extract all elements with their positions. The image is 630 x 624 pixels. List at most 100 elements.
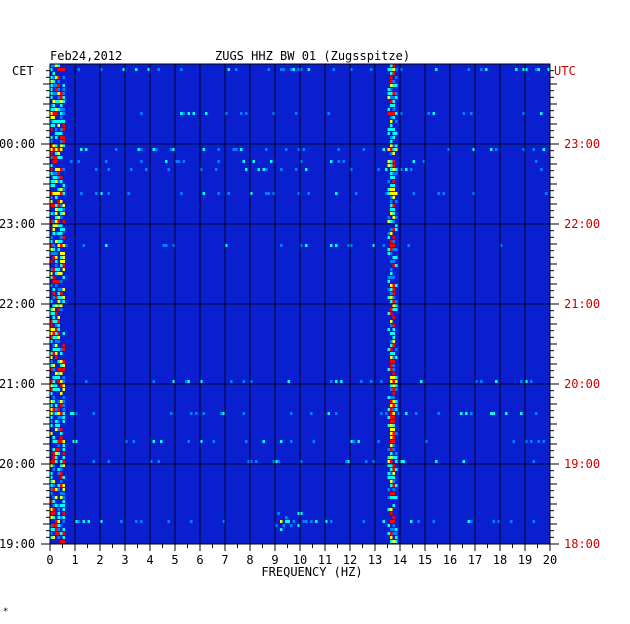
- heatmap-cell: [390, 356, 393, 359]
- heatmap-cell: [387, 532, 390, 535]
- heatmap-cell: [52, 296, 55, 299]
- heatmap-cell: [60, 132, 63, 135]
- heatmap-cell: [57, 488, 60, 491]
- heatmap-cell: [390, 420, 393, 423]
- heatmap-cell: [60, 476, 63, 479]
- frequency-tick-label: 14: [393, 553, 407, 567]
- heatmap-cell: [80, 148, 83, 151]
- heatmap-cell: [330, 520, 333, 523]
- heatmap-cell: [50, 144, 53, 147]
- heatmap-cell: [472, 192, 475, 195]
- heatmap-cell: [62, 100, 65, 103]
- heatmap-cell: [257, 168, 260, 171]
- heatmap-cell: [52, 504, 55, 507]
- heatmap-cell: [190, 412, 193, 415]
- heatmap-cell: [132, 440, 135, 443]
- heatmap-cell: [62, 136, 65, 139]
- heatmap-cell: [50, 88, 53, 91]
- heatmap-cell: [392, 476, 395, 479]
- heatmap-cell: [390, 424, 393, 427]
- heatmap-cell: [535, 412, 538, 415]
- heatmap-cell: [52, 500, 55, 503]
- heatmap-cell: [395, 528, 398, 531]
- heatmap-cell: [355, 192, 358, 195]
- heatmap-cell: [235, 68, 238, 71]
- heatmap-cell: [50, 360, 53, 363]
- heatmap-cell: [120, 520, 123, 523]
- heatmap-cell: [535, 160, 538, 163]
- heatmap-cell: [87, 520, 90, 523]
- heatmap-cell: [60, 200, 63, 203]
- heatmap-cell: [395, 384, 398, 387]
- heatmap-cell: [60, 148, 63, 151]
- heatmap-cell: [525, 68, 528, 71]
- heatmap-cell: [205, 112, 208, 115]
- heatmap-cell: [357, 440, 360, 443]
- heatmap-cell: [150, 460, 153, 463]
- heatmap-cell: [387, 348, 390, 351]
- heatmap-cell: [55, 356, 58, 359]
- frequency-tick-label: 19: [518, 553, 532, 567]
- heatmap-cell: [392, 492, 395, 495]
- heatmap-cell: [535, 68, 538, 71]
- heatmap-cell: [60, 304, 63, 307]
- frequency-tick-label: 17: [468, 553, 482, 567]
- heatmap-cell: [392, 208, 395, 211]
- heatmap-cell: [510, 520, 513, 523]
- heatmap-cell: [390, 416, 393, 419]
- heatmap-cell: [390, 448, 393, 451]
- heatmap-cell: [387, 236, 390, 239]
- heatmap-cell: [60, 348, 63, 351]
- spectrogram-plot: [49, 63, 551, 545]
- heatmap-cell: [287, 520, 290, 523]
- heatmap-cell: [380, 412, 383, 415]
- heatmap-cell: [395, 460, 398, 463]
- heatmap-cell: [392, 164, 395, 167]
- heatmap-cell: [297, 68, 300, 71]
- heatmap-cell: [180, 68, 183, 71]
- heatmap-cell: [60, 144, 63, 147]
- heatmap-cell: [50, 192, 53, 195]
- heatmap-cell: [50, 328, 53, 331]
- heatmap-cell: [395, 168, 398, 171]
- heatmap-cell: [392, 80, 395, 83]
- heatmap-cell: [390, 228, 393, 231]
- heatmap-cell: [52, 384, 55, 387]
- heatmap-cell: [245, 168, 248, 171]
- heatmap-cell: [392, 256, 395, 259]
- heatmap-cell: [390, 436, 393, 439]
- heatmap-cell: [390, 148, 393, 151]
- heatmap-cell: [62, 204, 65, 207]
- heatmap-cell: [390, 440, 393, 443]
- heatmap-cell: [60, 460, 63, 463]
- heatmap-cell: [52, 124, 55, 127]
- heatmap-cell: [392, 340, 395, 343]
- heatmap-cell: [62, 228, 65, 231]
- heatmap-cell: [57, 156, 60, 159]
- heatmap-cell: [50, 332, 53, 335]
- heatmap-cell: [50, 184, 53, 187]
- heatmap-cell: [62, 504, 65, 507]
- heatmap-cell: [52, 536, 55, 539]
- heatmap-cell: [267, 192, 270, 195]
- heatmap-cell: [60, 108, 63, 111]
- heatmap-cell: [395, 380, 398, 383]
- heatmap-cell: [392, 480, 395, 483]
- heatmap-cell: [392, 152, 395, 155]
- heatmap-cell: [52, 144, 55, 147]
- heatmap-cell: [392, 464, 395, 467]
- heatmap-cell: [200, 168, 203, 171]
- heatmap-cell: [55, 320, 58, 323]
- frequency-tick-label: 7: [221, 553, 228, 567]
- heatmap-cell: [55, 452, 58, 455]
- heatmap-cell: [400, 168, 403, 171]
- heatmap-cell: [55, 128, 58, 131]
- heatmap-cell: [50, 212, 53, 215]
- heatmap-cell: [387, 496, 390, 499]
- heatmap-cell: [390, 388, 393, 391]
- heatmap-cell: [60, 300, 63, 303]
- heatmap-cell: [62, 444, 65, 447]
- heatmap-cell: [532, 148, 535, 151]
- heatmap-cell: [392, 420, 395, 423]
- heatmap-cell: [530, 440, 533, 443]
